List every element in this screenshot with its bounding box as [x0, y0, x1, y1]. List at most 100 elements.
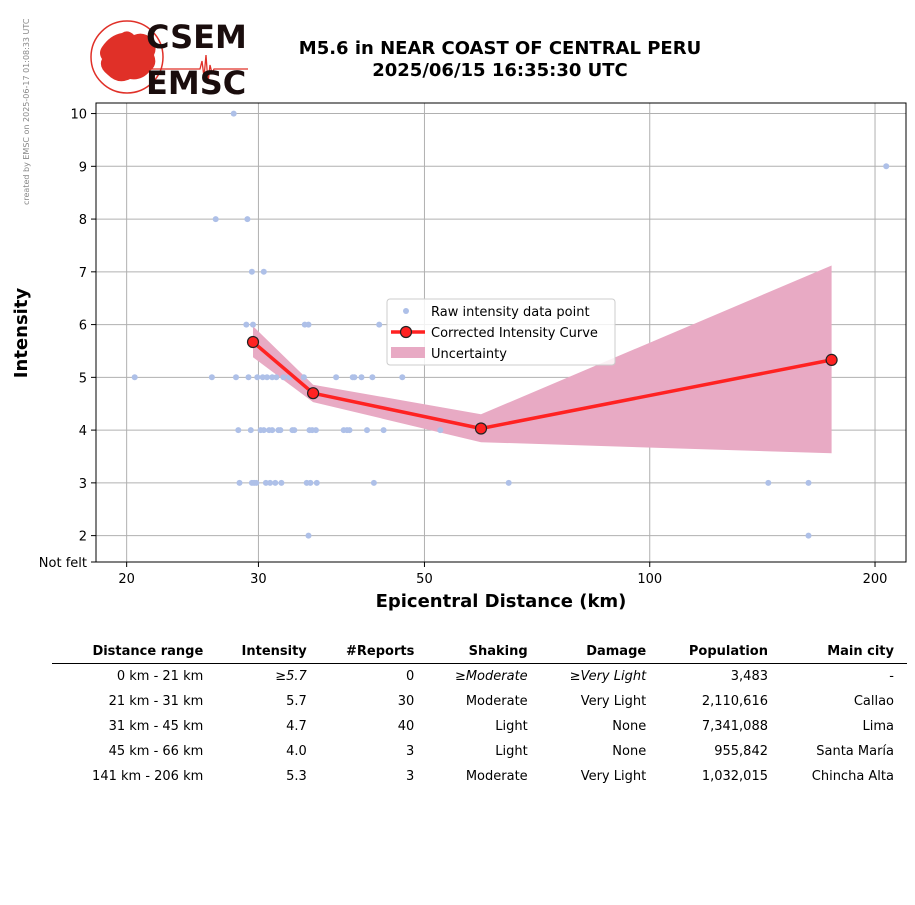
raw-data-point: [212, 216, 219, 223]
raw-data-point: [262, 479, 269, 486]
raw-data-point: [272, 479, 279, 486]
legend-point-swatch: [403, 308, 409, 314]
cell-shaking: ≥Moderate: [454, 669, 528, 684]
legend-label-uncertainty: Uncertainty: [431, 347, 507, 362]
raw-data-point: [267, 479, 274, 486]
logo-map-shape: [100, 31, 156, 82]
raw-data-point: [260, 268, 267, 275]
cell-population: 7,341,088: [701, 719, 768, 734]
raw-data-point: [259, 374, 266, 381]
chart-legend: Raw intensity data point Corrected Inten…: [386, 298, 616, 366]
raw-data-point: [236, 479, 243, 486]
plot-frame: [95, 102, 907, 563]
raw-data-point: [264, 374, 270, 381]
y-tick-label: 3: [79, 477, 87, 492]
tick-labels-layer: 20 30 50 100 200 Not felt 2 3 4 5 6 7 8 9 10: [39, 108, 888, 587]
raw-data-point: [351, 374, 358, 381]
raw-data-point: [245, 374, 252, 381]
curve-marker: [246, 335, 260, 349]
header-distance-range: Distance range: [52, 640, 217, 664]
table-body: 0 km - 21 km ≥5.7 0 ≥Moderate ≥Very Light 3,4…: [52, 664, 907, 790]
raw-data-point: [244, 216, 251, 223]
table-row: 0 km - 21 km ≥5.7 0 ≥Moderate ≥Very Light 3,4…: [52, 664, 907, 690]
y-tick-label: 2: [79, 530, 87, 545]
raw-data-point: [269, 374, 276, 381]
x-tick-label: 20: [118, 572, 135, 587]
cell-reports: 3: [406, 744, 415, 759]
x-tick-label: 100: [637, 572, 662, 587]
y-axis-label: Intensity: [11, 288, 32, 379]
cell-reports: 0: [406, 669, 415, 684]
cell-shaking: Moderate: [465, 769, 528, 784]
cell-damage: None: [612, 744, 647, 759]
curve-layer: [246, 335, 838, 435]
raw-data-point: [312, 427, 319, 434]
header-intensity: Intensity: [216, 640, 320, 664]
cell-main-city: Chincha Alta: [811, 769, 894, 784]
raw-data-point: [358, 374, 365, 381]
raw-data-point: [437, 427, 444, 434]
raw-data-point: [254, 374, 261, 381]
y-tick-label: 6: [79, 319, 87, 334]
logo-text-bottom: EMSC: [146, 64, 246, 99]
table-header-row: Distance range Intensity #Reports Shakin…: [52, 640, 907, 664]
cell-distance-range: 45 km - 66 km: [108, 744, 204, 759]
y-tick-label: 5: [79, 371, 87, 386]
header-population: Population: [659, 640, 781, 664]
curve-marker: [825, 353, 838, 366]
raw-data-point: [253, 479, 260, 486]
curve-marker: [307, 387, 320, 400]
raw-data-point: [300, 374, 307, 381]
curve-marker: [474, 422, 488, 435]
header-shaking: Shaking: [427, 640, 541, 664]
emsc-logo: CSEM EMSC: [90, 18, 248, 99]
title-event: M5.6 in NEAR COAST OF CENTRAL PERU: [298, 38, 702, 59]
raw-data-point: [131, 374, 138, 381]
legend-label-raw: Raw intensity data point: [431, 305, 590, 320]
y-tick-label: Not felt: [39, 556, 87, 571]
cell-main-city: Lima: [862, 719, 894, 734]
corrected-intensity-line: [251, 340, 832, 431]
uncertainty-band: [253, 265, 832, 454]
y-tick-label: 7: [79, 266, 87, 281]
cell-intensity: 4.7: [286, 719, 307, 734]
raw-data-point: [250, 321, 256, 328]
cell-distance-range: 31 km - 45 km: [108, 719, 204, 734]
y-tick-label: 4: [79, 424, 87, 439]
raw-data-point: [346, 427, 353, 434]
raw-data-point: [230, 110, 237, 117]
y-tick-label: 10: [70, 108, 87, 123]
header-reports: #Reports: [319, 640, 428, 664]
cell-population: 2,110,616: [701, 694, 768, 709]
raw-data-point: [305, 532, 312, 539]
x-tick-label: 30: [250, 572, 267, 587]
raw-data-point: [280, 374, 287, 381]
intensity-table: Distance range Intensity #Reports Shakin…: [52, 640, 907, 789]
table-row: 31 km - 45 km 4.7 40 Light None 7,341,088 Lima: [52, 714, 907, 739]
cell-reports: 30: [397, 694, 415, 709]
intensity-chart: 20 30 50 100 200 Not felt 2 3 4 5 6 7 8 9 10 Epicentra…: [11, 102, 907, 612]
raw-data-point: [247, 427, 254, 434]
raw-data-point: [248, 268, 255, 275]
raw-data-point: [278, 479, 285, 486]
cell-damage: Very Light: [580, 769, 647, 784]
raw-data-point: [333, 374, 340, 381]
cell-intensity: ≥5.7: [275, 669, 307, 684]
cell-intensity: 5.7: [286, 694, 307, 709]
raw-data-point: [235, 427, 242, 434]
legend-box: [386, 298, 616, 366]
uncertainty-band-layer: [253, 265, 832, 454]
legend-band-swatch: [391, 347, 425, 358]
cell-damage: None: [612, 719, 647, 734]
raw-data-point: [370, 479, 377, 486]
cell-shaking: Moderate: [465, 694, 528, 709]
table-row: 45 km - 66 km 4.0 3 Light None 955,842 Santa M…: [52, 739, 907, 764]
raw-data-point: [364, 427, 370, 434]
table-row: 141 km - 206 km 5.3 3 Moderate Very Light 1,0…: [52, 764, 907, 789]
raw-data-point: [307, 479, 314, 486]
cell-population: 1,032,015: [701, 769, 768, 784]
raw-data-point: [369, 374, 376, 381]
raw-data-point: [505, 479, 512, 486]
cell-distance-range: 141 km - 206 km: [92, 769, 204, 784]
cell-shaking: Light: [495, 719, 528, 734]
